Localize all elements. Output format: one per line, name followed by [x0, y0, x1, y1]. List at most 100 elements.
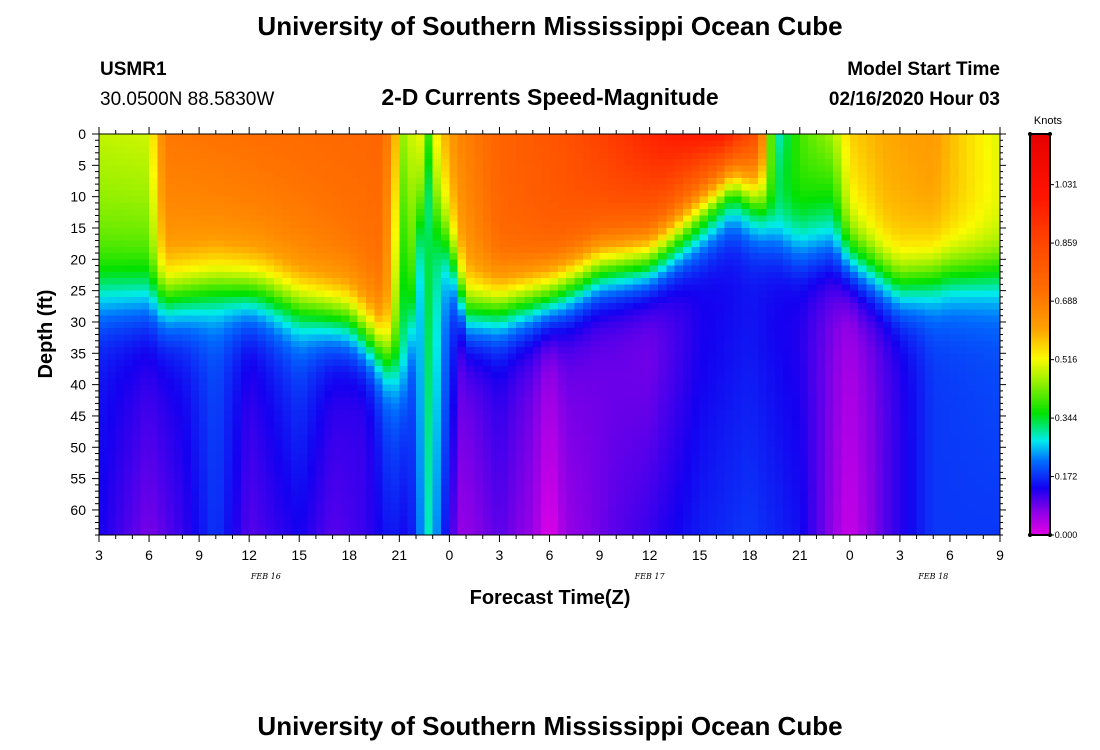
- heatmap-cell: [674, 453, 684, 461]
- heatmap-cell: [641, 134, 651, 141]
- heatmap-cell: [516, 290, 526, 298]
- heatmap-cell: [449, 190, 459, 198]
- heatmap-cell: [674, 152, 684, 160]
- heatmap-cell: [491, 509, 501, 517]
- heatmap-cell: [99, 365, 108, 373]
- heatmap-cell: [624, 309, 634, 317]
- heatmap-cell: [174, 184, 184, 191]
- heatmap-cell: [632, 296, 642, 304]
- heatmap-cell: [182, 516, 192, 524]
- heatmap-cell: [332, 522, 342, 530]
- heatmap-cell: [541, 447, 551, 455]
- heatmap-cell: [491, 328, 501, 336]
- heatmap-cell: [257, 378, 267, 386]
- heatmap-cell: [249, 184, 259, 191]
- heatmap-cell: [265, 441, 275, 448]
- heatmap-cell: [499, 528, 509, 536]
- heatmap-cell: [666, 315, 676, 323]
- heatmap-cell: [466, 353, 476, 361]
- heatmap-cell: [365, 309, 375, 317]
- heatmap-cell: [482, 403, 492, 411]
- heatmap-cell: [190, 159, 200, 166]
- heatmap-cell: [249, 428, 259, 436]
- heatmap-cell: [399, 240, 409, 248]
- heatmap-cell: [674, 265, 684, 273]
- heatmap-cell: [390, 428, 400, 436]
- heatmap-cell: [174, 347, 184, 354]
- heatmap-cell: [616, 403, 626, 411]
- heatmap-cell: [207, 165, 217, 173]
- heatmap-cell: [332, 290, 342, 298]
- heatmap-cell: [274, 359, 284, 367]
- heatmap-cell: [157, 522, 167, 530]
- heatmap-cell: [674, 240, 684, 248]
- heatmap-cell: [566, 134, 576, 141]
- heatmap-cell: [674, 321, 684, 329]
- heatmap-cell: [432, 278, 442, 285]
- heatmap-cell: [416, 509, 425, 517]
- heatmap-cell: [324, 309, 334, 317]
- heatmap-cell: [215, 296, 225, 304]
- heatmap-cell: [357, 491, 367, 499]
- heatmap-cell: [282, 152, 292, 160]
- heatmap-cell: [257, 516, 267, 524]
- heatmap-cell: [207, 152, 217, 160]
- heatmap-cell: [140, 215, 150, 223]
- heatmap-cell: [599, 340, 609, 348]
- heatmap-cell: [174, 397, 184, 405]
- heatmap-cell: [724, 359, 734, 367]
- heatmap-cell: [491, 516, 501, 524]
- heatmap-cell: [124, 215, 133, 223]
- heatmap-cell: [441, 152, 450, 160]
- heatmap-cell: [282, 453, 292, 461]
- heatmap-cell: [324, 315, 334, 323]
- heatmap-cell: [274, 165, 284, 173]
- heatmap-cell: [182, 152, 192, 160]
- heatmap-cell: [507, 372, 517, 379]
- heatmap-cell: [199, 422, 209, 430]
- heatmap-cell: [482, 340, 492, 348]
- heatmap-cell: [99, 509, 108, 517]
- heatmap-cell: [274, 271, 284, 279]
- heatmap-cell: [466, 334, 476, 342]
- heatmap-cell: [582, 177, 592, 185]
- heatmap-cell: [165, 278, 175, 285]
- heatmap-cell: [691, 403, 701, 411]
- heatmap-cell: [365, 296, 375, 304]
- heatmap-cell: [616, 390, 626, 398]
- heatmap-cell: [416, 453, 425, 461]
- heatmap-cell: [691, 478, 701, 486]
- heatmap-cell: [716, 184, 726, 191]
- heatmap-cell: [365, 340, 375, 348]
- heatmap-cell: [416, 190, 425, 198]
- heatmap-cell: [557, 171, 567, 179]
- heatmap-cell: [708, 184, 717, 191]
- heatmap-cell: [240, 347, 250, 354]
- heatmap-cell: [632, 321, 642, 329]
- heatmap-cell: [649, 441, 659, 448]
- heatmap-cell: [733, 303, 742, 311]
- heatmap-cell: [257, 334, 267, 342]
- heatmap-cell: [457, 309, 467, 317]
- heatmap-cell: [407, 378, 417, 386]
- heatmap-cell: [282, 340, 292, 348]
- heatmap-cell: [482, 190, 492, 198]
- heatmap-cell: [607, 353, 617, 361]
- heatmap-cell: [115, 441, 125, 448]
- heatmap-cell: [441, 321, 450, 329]
- heatmap-cell: [274, 497, 284, 505]
- heatmap-cell: [357, 259, 367, 267]
- heatmap-cell: [299, 227, 309, 235]
- heatmap-cell: [307, 428, 317, 436]
- heatmap-cell: [374, 409, 384, 417]
- heatmap-cell: [124, 328, 133, 336]
- heatmap-cell: [199, 234, 209, 242]
- heatmap-cell: [215, 340, 225, 348]
- heatmap-cell: [441, 259, 450, 267]
- heatmap-cell: [666, 397, 676, 405]
- heatmap-cell: [574, 528, 584, 536]
- heatmap-cell: [232, 403, 242, 411]
- heatmap-cell: [599, 265, 609, 273]
- heatmap-cell: [224, 390, 234, 398]
- heatmap-cell: [174, 353, 184, 361]
